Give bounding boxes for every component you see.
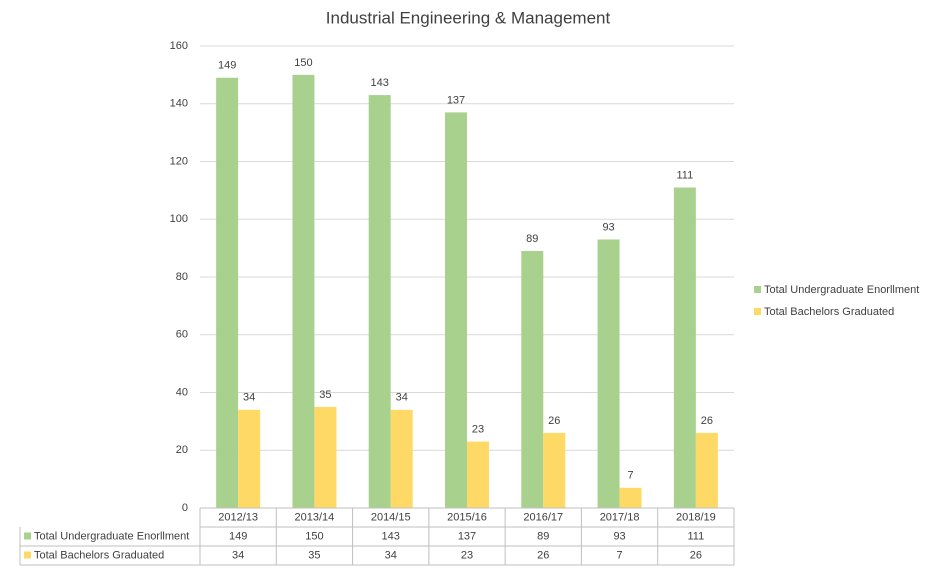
data-label: 23 — [472, 423, 484, 435]
table-cell: 26 — [537, 549, 549, 561]
bar — [467, 441, 489, 508]
y-tick-label: 20 — [176, 444, 188, 456]
table-cell: 23 — [461, 549, 473, 561]
x-tick-label: 2017/18 — [600, 511, 640, 523]
y-tick-label: 0 — [182, 502, 188, 514]
bar — [292, 74, 315, 508]
bar — [597, 239, 620, 508]
table-cell: 34 — [232, 549, 244, 561]
y-tick-label: 60 — [176, 329, 188, 341]
y-tick-label: 160 — [170, 40, 188, 52]
table-row-label: Total Bachelors Graduated — [34, 549, 164, 561]
table-cell: 150 — [305, 530, 323, 542]
table-cell: 7 — [617, 549, 623, 561]
y-tick-label: 140 — [170, 98, 188, 110]
data-label: 93 — [602, 221, 614, 233]
table-cell: 111 — [687, 530, 704, 542]
data-label: 150 — [294, 57, 312, 69]
data-label: 149 — [218, 60, 236, 72]
data-label: 143 — [371, 77, 389, 89]
legend-swatch — [754, 308, 761, 315]
bar — [368, 95, 391, 509]
table-row-label: Total Undergraduate Enorllment — [34, 530, 189, 542]
chart-title: Industrial Engineering & Management — [326, 8, 611, 27]
data-label: 137 — [447, 94, 465, 106]
bar — [314, 406, 337, 508]
data-label: 26 — [701, 415, 713, 427]
data-label: 26 — [548, 415, 560, 427]
data-label: 111 — [676, 169, 693, 181]
x-tick-label: 2015/16 — [447, 511, 487, 523]
y-tick-label: 40 — [176, 386, 188, 398]
bar — [619, 487, 642, 508]
y-tick-label: 120 — [170, 155, 188, 167]
table-swatch — [24, 551, 31, 559]
bar — [695, 432, 718, 508]
data-label: 34 — [243, 392, 255, 404]
bar — [673, 187, 696, 509]
data-label: 89 — [526, 233, 538, 245]
table-cell: 35 — [308, 549, 320, 561]
bar — [238, 409, 261, 508]
table-cell: 89 — [537, 530, 549, 542]
y-tick-label: 100 — [170, 213, 188, 225]
bar — [521, 251, 544, 508]
bar — [543, 432, 566, 508]
x-tick-label: 2016/17 — [523, 511, 563, 523]
data-label: 7 — [628, 470, 634, 482]
data-label: 35 — [319, 389, 331, 401]
x-tick-label: 2012/13 — [218, 511, 258, 523]
legend-swatch — [754, 286, 761, 293]
x-tick-label: 2014/15 — [371, 511, 411, 523]
x-tick-label: 2013/14 — [295, 511, 335, 523]
bar — [216, 77, 239, 508]
table-cell: 93 — [613, 530, 625, 542]
table-cell: 137 — [458, 530, 476, 542]
bar — [445, 112, 467, 508]
bar — [390, 409, 413, 508]
table-cell: 143 — [382, 530, 400, 542]
table-cell: 149 — [229, 530, 247, 542]
y-tick-label: 80 — [176, 271, 188, 283]
legend-label: Total Undergraduate Enorllment — [764, 284, 919, 296]
table-cell: 26 — [690, 549, 702, 561]
table-cell: 34 — [385, 549, 397, 561]
data-label: 34 — [396, 392, 408, 404]
table-swatch — [24, 532, 31, 540]
legend-label: Total Bachelors Graduated — [764, 306, 894, 318]
x-tick-label: 2018/19 — [676, 511, 716, 523]
